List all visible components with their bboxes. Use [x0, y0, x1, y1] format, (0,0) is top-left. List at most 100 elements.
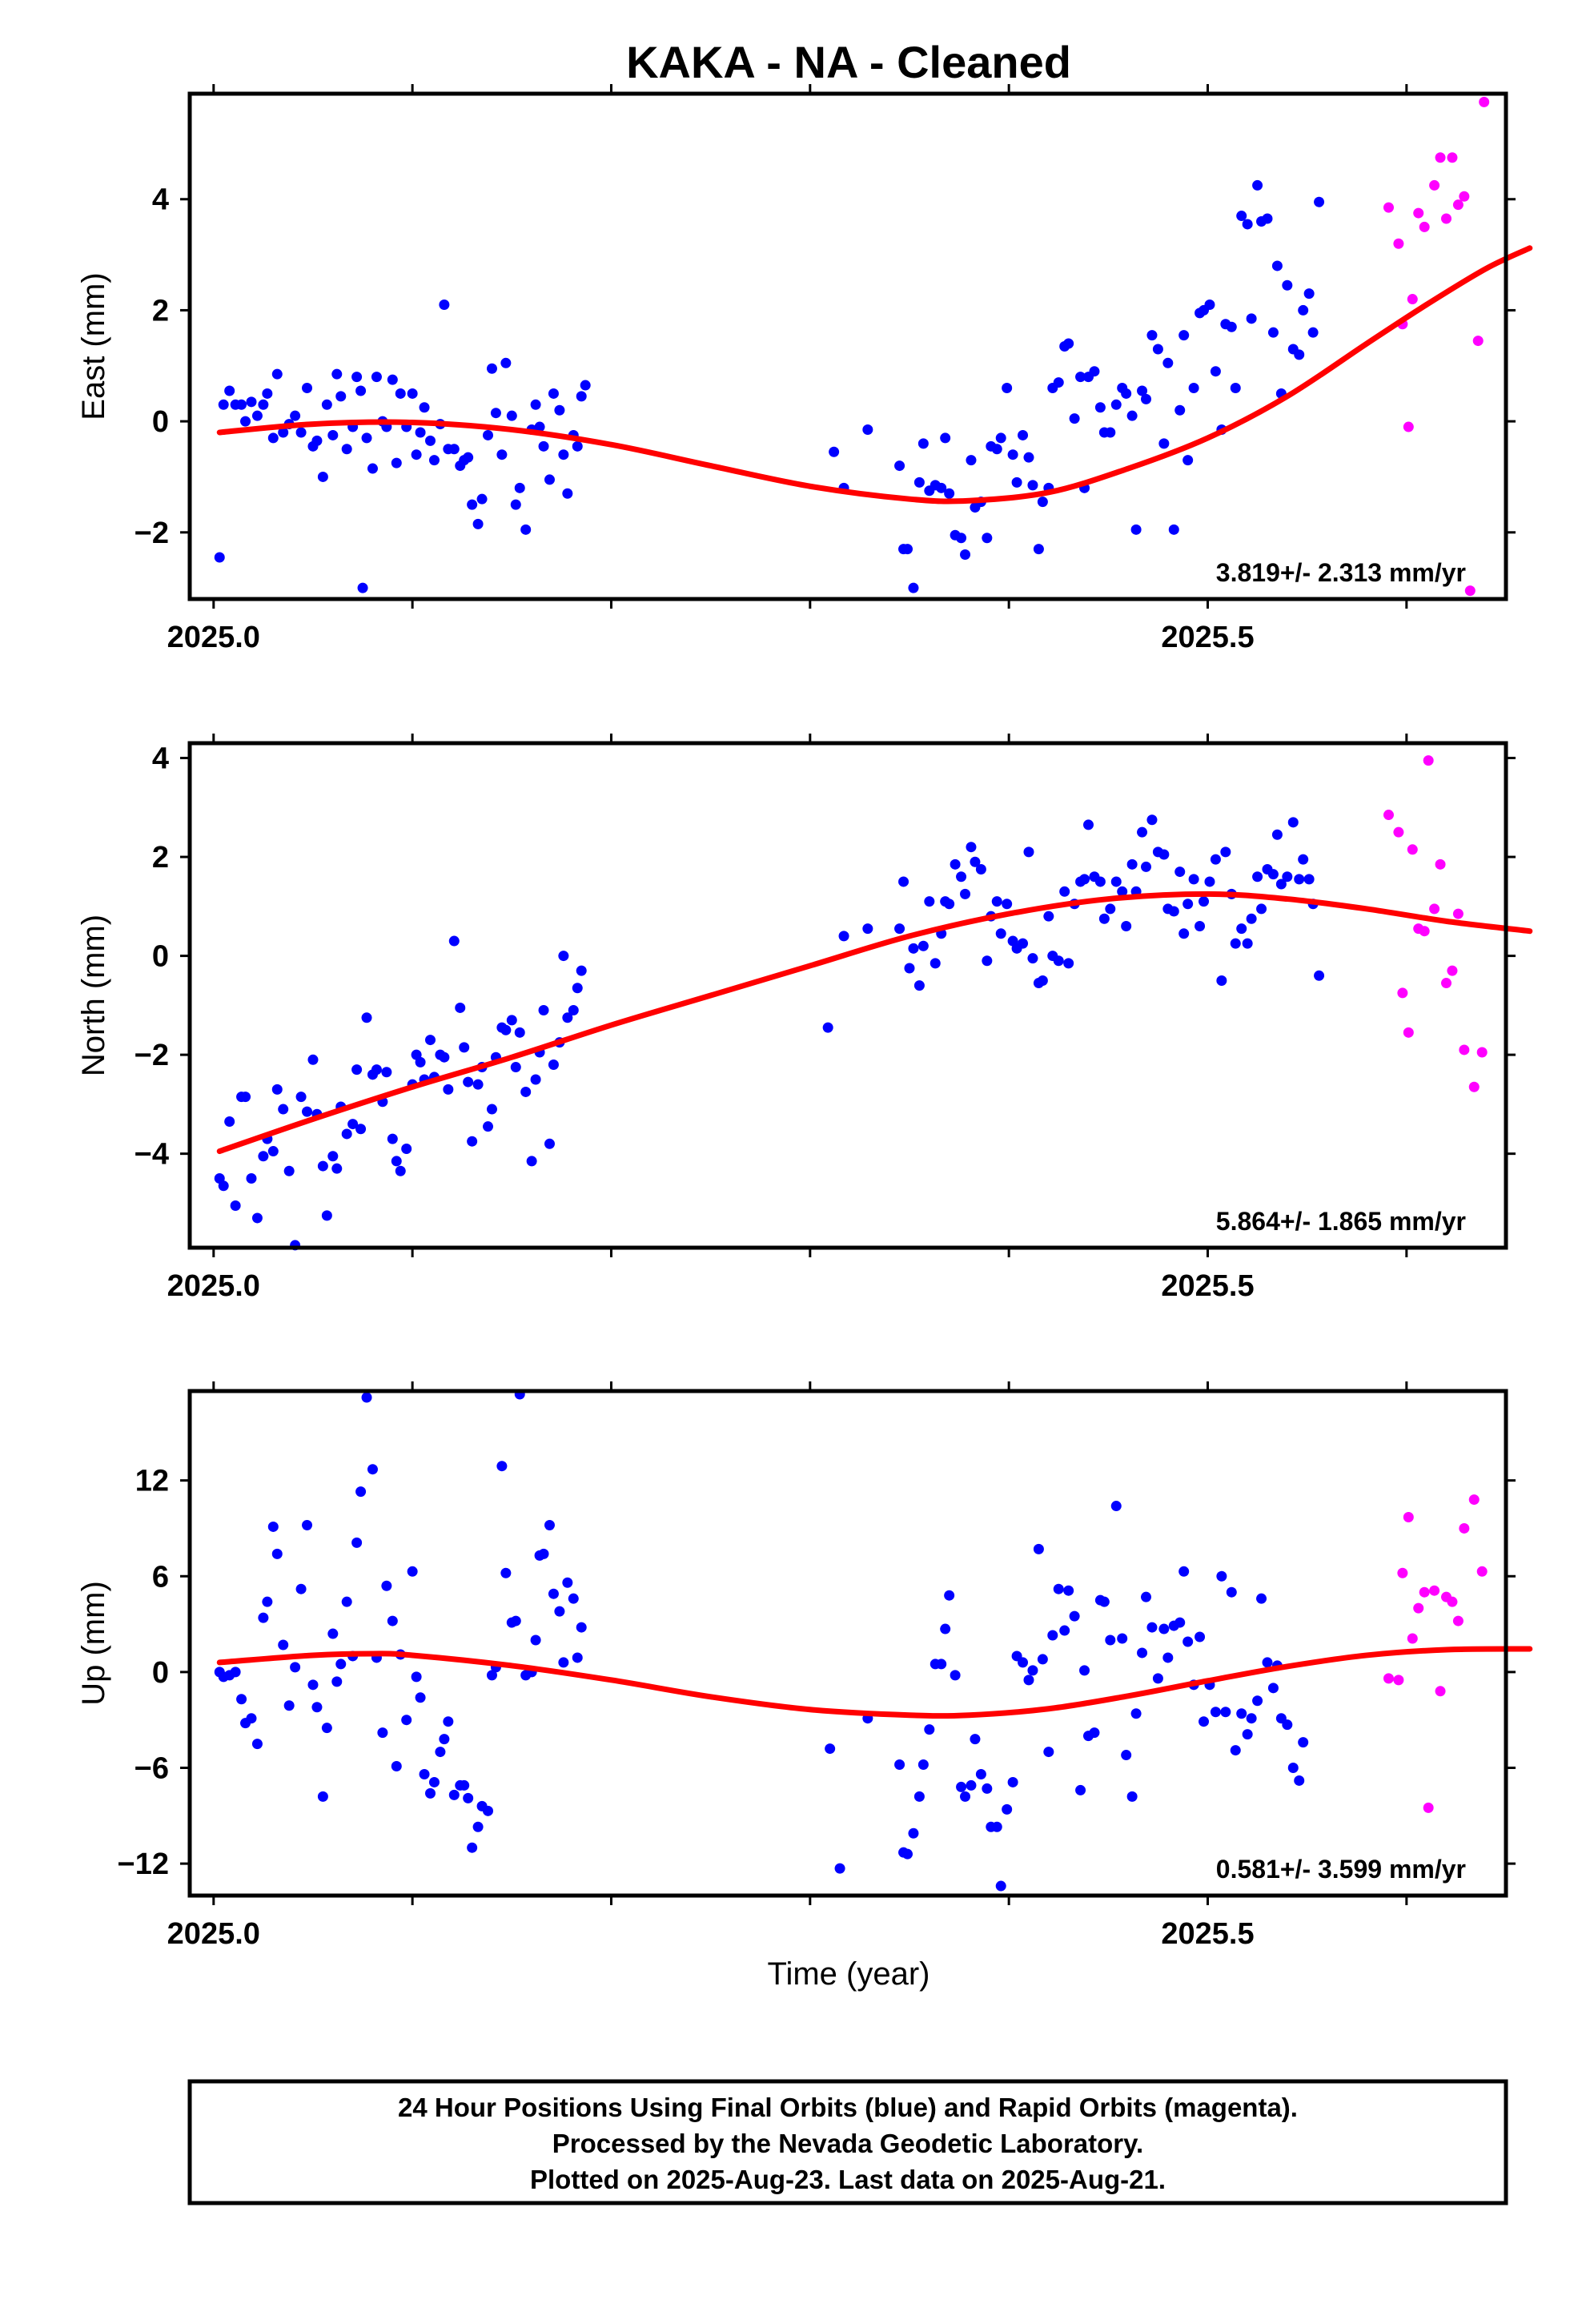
y-tick-label: 0 — [152, 1656, 169, 1690]
final-orbit-point — [1126, 1791, 1138, 1802]
final-orbit-point — [1018, 429, 1029, 440]
final-orbit-point — [1158, 1623, 1170, 1634]
rapid-orbit-point — [1435, 858, 1446, 870]
final-orbit-point — [1079, 1665, 1090, 1676]
y-tick-label: 2 — [152, 294, 169, 328]
rapid-orbit-point — [1413, 207, 1424, 219]
final-orbit-point — [944, 1590, 955, 1601]
final-orbit-point — [966, 455, 977, 466]
final-orbit-point — [407, 388, 418, 399]
final-orbit-point — [514, 482, 525, 493]
final-orbit-point — [246, 1713, 257, 1724]
final-orbit-point — [1043, 1747, 1054, 1758]
final-orbit-point — [327, 1628, 339, 1639]
final-orbit-point — [335, 391, 347, 402]
final-orbit-point — [327, 1151, 339, 1162]
x-tick-label: 2025.5 — [1161, 1917, 1254, 1951]
final-orbit-point — [1158, 438, 1170, 449]
final-orbit-point — [562, 488, 573, 499]
final-orbit-point — [467, 1136, 478, 1147]
final-orbit-point — [558, 449, 569, 460]
rapid-orbit-point — [1419, 1586, 1430, 1598]
final-orbit-point — [917, 940, 929, 951]
final-orbit-point — [1007, 1776, 1018, 1787]
final-orbit-point — [1053, 1583, 1064, 1594]
rapid-orbit-point — [1464, 585, 1476, 597]
final-orbit-point — [361, 1392, 372, 1403]
final-orbit-point — [395, 388, 406, 399]
final-orbit-point — [218, 1180, 229, 1192]
final-orbit-point — [1242, 1729, 1253, 1740]
final-orbit-point — [321, 399, 332, 410]
final-orbit-point — [1063, 1585, 1074, 1596]
final-orbit-point — [419, 1768, 430, 1779]
final-orbit-point — [1246, 313, 1257, 324]
final-orbit-point — [940, 1623, 951, 1634]
final-orbit-point — [331, 1163, 343, 1174]
rate-label: 5.864+/- 1.865 mm/yr — [1216, 1207, 1466, 1236]
final-orbit-point — [1110, 876, 1122, 887]
final-orbit-point — [902, 544, 913, 555]
final-orbit-point — [439, 1734, 450, 1745]
final-orbit-point — [1168, 906, 1179, 917]
final-orbit-point — [1216, 975, 1227, 986]
final-orbit-point — [530, 1074, 541, 1085]
y-tick-label: −2 — [135, 1039, 169, 1072]
final-orbit-point — [415, 1692, 426, 1703]
final-orbit-point — [443, 1084, 454, 1095]
final-orbit-point — [822, 1022, 833, 1033]
final-orbit-point — [1117, 1633, 1128, 1644]
final-orbit-point — [1275, 879, 1287, 890]
rapid-orbit-point — [1383, 810, 1394, 821]
final-orbit-point — [1027, 1665, 1038, 1676]
final-orbit-point — [311, 435, 323, 446]
final-orbit-point — [486, 363, 497, 374]
final-orbit-point — [251, 410, 263, 421]
final-orbit-point — [1267, 327, 1279, 338]
final-orbit-point — [514, 1027, 525, 1038]
final-orbit-point — [439, 1051, 450, 1063]
final-orbit-point — [371, 372, 382, 383]
x-tick-label: 2025.5 — [1161, 1269, 1254, 1303]
final-orbit-point — [1230, 383, 1241, 394]
final-orbit-point — [1303, 288, 1315, 300]
final-orbit-point — [230, 1667, 241, 1678]
final-orbit-point — [520, 524, 532, 535]
final-orbit-point — [1094, 402, 1106, 413]
final-orbit-point — [258, 1151, 269, 1162]
final-orbit-point — [1137, 826, 1148, 838]
final-orbit-point — [1162, 1652, 1174, 1663]
final-orbit-point — [1182, 1636, 1194, 1647]
final-orbit-point — [500, 1024, 512, 1035]
final-orbit-point — [568, 1005, 579, 1016]
final-orbit-point — [321, 1723, 332, 1734]
final-orbit-point — [1053, 955, 1064, 967]
final-orbit-point — [576, 1622, 587, 1633]
final-orbit-point — [1314, 970, 1325, 981]
final-orbit-point — [904, 963, 915, 974]
final-orbit-point — [894, 923, 905, 935]
final-orbit-point — [1262, 213, 1273, 224]
rapid-orbit-point — [1447, 1596, 1458, 1607]
final-orbit-point — [1105, 1634, 1116, 1646]
final-orbit-point — [1002, 899, 1013, 910]
final-orbit-point — [271, 368, 283, 380]
final-orbit-point — [930, 958, 941, 969]
rapid-orbit-point — [1435, 152, 1446, 163]
x-tick-label: 2025.0 — [167, 1917, 260, 1951]
final-orbit-point — [1294, 874, 1305, 885]
final-orbit-point — [411, 449, 422, 460]
final-orbit-point — [558, 951, 569, 962]
final-orbit-point — [467, 499, 478, 510]
final-orbit-point — [1178, 1566, 1190, 1577]
final-orbit-point — [960, 549, 971, 561]
final-orbit-point — [956, 871, 967, 883]
final-orbit-point — [1220, 1707, 1231, 1718]
y-tick-label: 2 — [152, 841, 169, 875]
final-orbit-point — [913, 1791, 925, 1802]
final-orbit-point — [455, 1002, 466, 1013]
final-orbit-point — [415, 1056, 426, 1068]
rapid-orbit-point — [1403, 1512, 1414, 1522]
final-orbit-point — [439, 299, 450, 310]
final-orbit-point — [486, 1670, 497, 1681]
